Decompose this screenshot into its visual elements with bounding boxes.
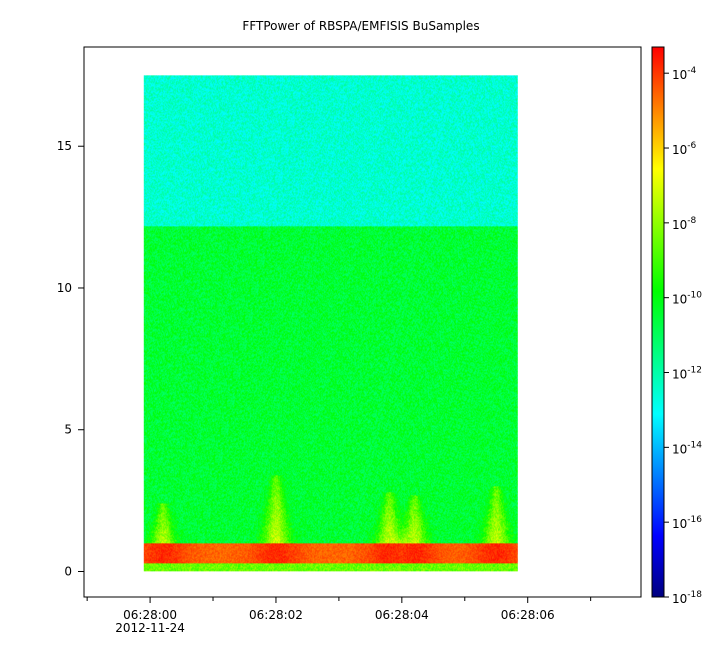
chart-title: FFTPower of RBSPA/EMFISIS BuSamples bbox=[242, 19, 479, 33]
y-tick-label: 15 bbox=[57, 139, 72, 153]
colorbar-tick-label: 10-16 bbox=[672, 515, 702, 531]
y-tick-label: 0 bbox=[64, 564, 72, 578]
x-tick-date-label: 2012-11-24 bbox=[115, 621, 185, 635]
colorbar-tick-label: 10-8 bbox=[672, 216, 697, 232]
y-tick-label: 10 bbox=[57, 281, 72, 295]
colorbar-gradient bbox=[651, 46, 665, 598]
colorbar-tick-label: 10-10 bbox=[672, 291, 702, 307]
colorbar-tick-label: 10-4 bbox=[672, 66, 697, 82]
y-tick-label: 5 bbox=[64, 423, 72, 437]
colorbar-tick-label: 10-6 bbox=[672, 141, 697, 157]
plot-area bbox=[83, 46, 642, 598]
colorbar-tick-label: 10-12 bbox=[672, 366, 702, 382]
colorbar: 10-18 10-16 10-14 10-12 10-10 10-8 10-6 10-4 bbox=[651, 46, 702, 606]
x-tick-label: 06:28:06 bbox=[501, 608, 555, 622]
x-tick-label: 06:28:00 bbox=[123, 608, 177, 622]
x-tick-label: 06:28:04 bbox=[375, 608, 429, 622]
colorbar-tick-label: 10-14 bbox=[672, 440, 702, 456]
x-tick-label: 06:28:02 bbox=[249, 608, 303, 622]
spectrogram-image bbox=[143, 75, 518, 572]
colorbar-tick-label: 10-18 bbox=[672, 590, 702, 606]
